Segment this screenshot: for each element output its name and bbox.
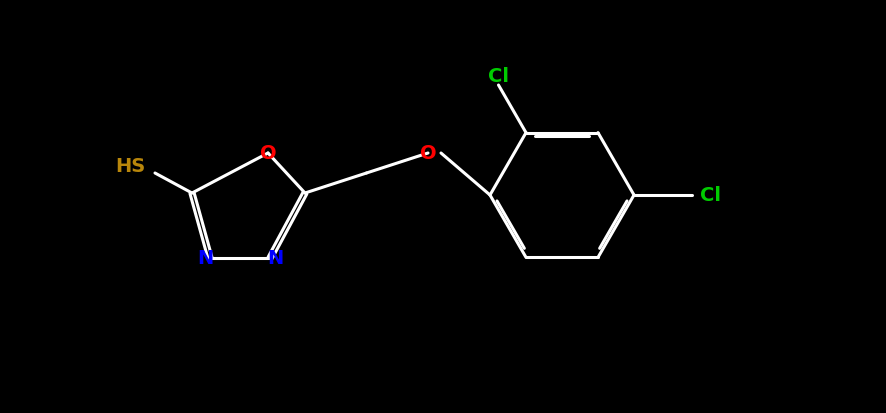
Text: N: N xyxy=(197,249,213,268)
Text: Cl: Cl xyxy=(487,66,509,85)
Text: O: O xyxy=(419,144,436,163)
Text: N: N xyxy=(267,249,283,268)
Text: HS: HS xyxy=(115,157,145,176)
Text: Cl: Cl xyxy=(699,186,720,205)
Text: O: O xyxy=(260,144,276,163)
